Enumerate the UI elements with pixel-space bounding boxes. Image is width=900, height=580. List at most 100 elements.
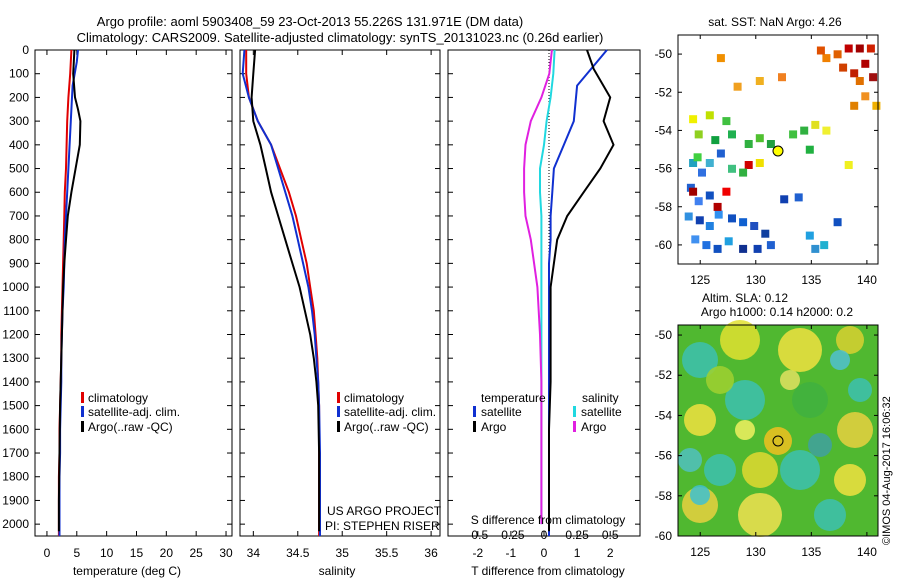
depth-tick-label: 200 <box>9 90 29 104</box>
sst-cell <box>822 54 831 63</box>
sst-cell <box>844 161 853 169</box>
temperature-panel: 0100200300400500600700800900100011001200… <box>2 43 233 578</box>
sla-blob <box>836 326 864 354</box>
sst-cell <box>693 153 702 162</box>
salinity-difference-ticks: -0.5 -0.25 0 0.25 0.5 <box>467 528 618 542</box>
sst-cell <box>714 210 723 219</box>
sla-blob <box>780 450 820 490</box>
sla-blob <box>830 350 850 370</box>
sst-cell <box>839 63 848 72</box>
x-tick-label: 130 <box>746 273 766 287</box>
x-tick-label: 5 <box>73 546 80 560</box>
salinity-plot-frame <box>239 49 441 537</box>
y-tick-label: -50 <box>655 47 673 61</box>
depth-tick-label: 600 <box>9 185 29 199</box>
legend-swatch-satellite <box>337 406 340 417</box>
y-tick-label: -56 <box>655 162 673 176</box>
sst-cell <box>820 241 829 250</box>
sla-blob <box>690 485 710 505</box>
sla-blob <box>814 499 846 531</box>
legend-swatch-sal-argo <box>573 421 576 432</box>
x-tick-label: 135 <box>801 273 821 287</box>
series-line-argo-raw-qc- <box>57 49 82 532</box>
sst-cell <box>766 241 775 250</box>
sst-cell <box>855 77 864 85</box>
sla-blob <box>678 448 702 472</box>
depth-tick-label: 1900 <box>2 493 29 507</box>
sst-cell <box>705 222 714 230</box>
y-tick-label: -56 <box>655 449 673 463</box>
sla-blob <box>706 366 734 394</box>
depth-tick-label: 1800 <box>2 470 29 484</box>
series-line-argo-raw-qc- <box>250 49 321 532</box>
depth-tick-label: 1200 <box>2 327 29 341</box>
series-line-climatology <box>245 50 321 536</box>
sst-cell <box>711 136 720 145</box>
imos-timestamp: ©IMOS 04-Aug-2017 16:06:32 <box>881 396 893 545</box>
legend-label-satellite: satellite-adj. clim. <box>88 405 180 419</box>
temperature-plot-frame <box>34 49 233 537</box>
y-tick-label: -54 <box>655 408 673 422</box>
depth-tick-label: 1000 <box>2 280 29 294</box>
difference-x-axis: -2 -1 0 1 2 <box>472 531 614 560</box>
sst-cell <box>800 126 809 135</box>
sst-cell <box>689 187 698 196</box>
x-tick-label: 140 <box>857 545 877 559</box>
sst-cell <box>728 214 736 223</box>
argo-float-marker <box>772 435 784 447</box>
sst-cell <box>778 73 786 82</box>
s-tick-label: -0.5 <box>467 528 488 542</box>
sst-cell <box>728 164 736 173</box>
legend-label-argo: Argo(..raw -QC) <box>88 420 173 434</box>
salinity-series <box>241 49 321 536</box>
depth-tick-label: 0 <box>22 43 29 57</box>
sla-blob <box>704 454 736 486</box>
sst-cell <box>872 101 881 110</box>
sst-map-frame <box>677 34 879 265</box>
sla-blob <box>720 320 760 360</box>
sst-cell <box>805 145 814 154</box>
sst-cell <box>789 130 798 139</box>
sla-blob <box>735 420 755 440</box>
salinity-legend: climatology satellite-adj. clim. Argo(..… <box>337 391 436 434</box>
legend-label-climatology: climatology <box>344 391 404 405</box>
sst-cell <box>684 212 693 221</box>
series-line-argo-salinity- <box>523 49 553 525</box>
depth-tick-label: 1400 <box>2 375 29 389</box>
legend-swatch-argo <box>81 421 84 432</box>
sst-cell <box>811 244 820 253</box>
x-tick-label: 140 <box>857 273 877 287</box>
sst-cell <box>850 69 859 78</box>
sst-cell <box>822 126 831 135</box>
sst-cell <box>816 46 825 55</box>
sst-cell <box>861 92 870 101</box>
sst-cell <box>716 149 725 158</box>
sst-cell <box>733 82 742 91</box>
x-tick-label: 10 <box>100 546 114 560</box>
credit-pi: PI: STEPHEN RISER <box>325 519 440 533</box>
sst-cell <box>705 111 714 120</box>
sst-cell <box>750 222 759 230</box>
temperature-legend: climatology satellite-adj. clim. Argo(..… <box>81 391 180 434</box>
sla-blob <box>725 380 765 420</box>
y-tick-label: -60 <box>655 238 673 252</box>
sst-map-title: sat. SST: NaN Argo: 4.26 <box>708 15 842 29</box>
salinity-panel: 34 34.5 35 35.5 36 salinity climatology sate… <box>239 49 442 578</box>
sst-cell <box>716 54 725 63</box>
y-tick-label: -58 <box>655 489 673 503</box>
sst-cell <box>689 159 698 167</box>
x-tick-label: 25 <box>190 546 204 560</box>
difference-series <box>523 49 615 536</box>
x-tick-label: -2 <box>472 546 483 560</box>
sst-cell <box>744 161 753 169</box>
sla-map-axes: -50 -52 -54 -56 -58 -60 125 130 135 140 <box>655 325 878 559</box>
difference-plot-frame <box>447 49 641 537</box>
x-tick-label: 34 <box>247 546 261 560</box>
argo-float-marker <box>772 145 784 157</box>
depth-tick-label: 1100 <box>3 304 29 318</box>
sla-data-field <box>678 320 878 537</box>
depth-tick-label: 1700 <box>2 446 29 460</box>
sla-blob <box>738 493 782 537</box>
sst-cell <box>780 195 789 204</box>
